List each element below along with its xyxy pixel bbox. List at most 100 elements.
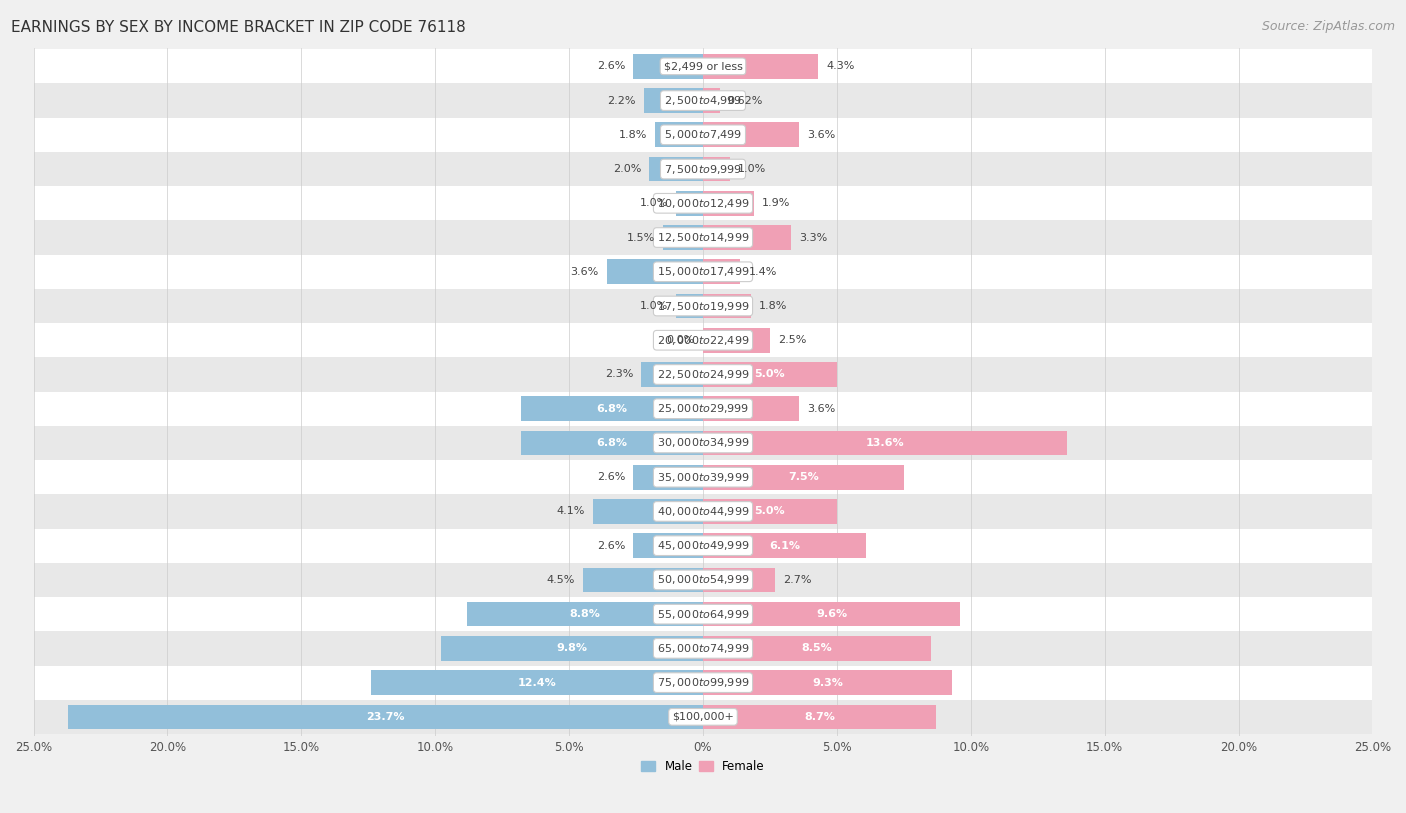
Bar [703, 362, 837, 387]
Text: 3.6%: 3.6% [571, 267, 599, 276]
Bar [703, 89, 720, 113]
Text: $17,500 to $19,999: $17,500 to $19,999 [657, 299, 749, 312]
Bar [69, 705, 703, 729]
Text: $12,500 to $14,999: $12,500 to $14,999 [657, 231, 749, 244]
Bar [703, 54, 818, 79]
Text: 6.8%: 6.8% [596, 404, 627, 414]
Text: 1.0%: 1.0% [640, 198, 668, 208]
Text: 9.3%: 9.3% [813, 677, 844, 688]
Text: 7.5%: 7.5% [787, 472, 818, 482]
Text: 4.3%: 4.3% [827, 61, 855, 72]
Text: 12.4%: 12.4% [517, 677, 557, 688]
Bar [703, 328, 770, 353]
Bar [676, 293, 703, 319]
Text: $55,000 to $64,999: $55,000 to $64,999 [657, 607, 749, 620]
Text: $30,000 to $34,999: $30,000 to $34,999 [657, 437, 749, 450]
Text: 3.6%: 3.6% [807, 130, 835, 140]
Text: 1.9%: 1.9% [762, 198, 790, 208]
Bar [34, 426, 1372, 460]
Text: 5.0%: 5.0% [755, 506, 786, 516]
Bar [520, 397, 703, 421]
Bar [34, 323, 1372, 358]
Bar [520, 431, 703, 455]
Bar [34, 631, 1372, 666]
Bar [703, 533, 866, 558]
Bar [703, 465, 904, 489]
Text: 0.62%: 0.62% [728, 96, 763, 106]
Text: 4.5%: 4.5% [546, 575, 575, 585]
Bar [703, 431, 1067, 455]
Text: $22,500 to $24,999: $22,500 to $24,999 [657, 368, 749, 381]
Text: 5.0%: 5.0% [755, 369, 786, 380]
Bar [34, 50, 1372, 84]
Bar [582, 567, 703, 592]
Bar [593, 499, 703, 524]
Text: Source: ZipAtlas.com: Source: ZipAtlas.com [1261, 20, 1395, 33]
Bar [467, 602, 703, 627]
Bar [34, 700, 1372, 734]
Text: 8.5%: 8.5% [801, 643, 832, 654]
Text: $15,000 to $17,499: $15,000 to $17,499 [657, 265, 749, 278]
Bar [644, 89, 703, 113]
Bar [34, 254, 1372, 289]
Text: 2.2%: 2.2% [607, 96, 636, 106]
Bar [34, 84, 1372, 118]
Bar [34, 118, 1372, 152]
Text: 1.8%: 1.8% [619, 130, 647, 140]
Bar [371, 670, 703, 695]
Bar [633, 465, 703, 489]
Text: $7,500 to $9,999: $7,500 to $9,999 [664, 163, 742, 176]
Bar [34, 152, 1372, 186]
Bar [641, 362, 703, 387]
Bar [34, 186, 1372, 220]
Bar [633, 533, 703, 558]
Bar [703, 157, 730, 181]
Text: $100,000+: $100,000+ [672, 712, 734, 722]
Text: EARNINGS BY SEX BY INCOME BRACKET IN ZIP CODE 76118: EARNINGS BY SEX BY INCOME BRACKET IN ZIP… [11, 20, 465, 35]
Text: 2.5%: 2.5% [778, 335, 807, 346]
Bar [34, 289, 1372, 323]
Bar [34, 494, 1372, 528]
Text: 9.6%: 9.6% [815, 609, 846, 620]
Bar [703, 293, 751, 319]
Text: 23.7%: 23.7% [367, 712, 405, 722]
Text: $35,000 to $39,999: $35,000 to $39,999 [657, 471, 749, 484]
Bar [703, 602, 960, 627]
Legend: Male, Female: Male, Female [637, 755, 769, 778]
Text: 1.0%: 1.0% [738, 164, 766, 174]
Text: $2,499 or less: $2,499 or less [664, 61, 742, 72]
Text: $20,000 to $22,499: $20,000 to $22,499 [657, 334, 749, 347]
Bar [34, 392, 1372, 426]
Text: 6.8%: 6.8% [596, 438, 627, 448]
Text: 2.0%: 2.0% [613, 164, 641, 174]
Bar [34, 597, 1372, 631]
Text: 9.8%: 9.8% [557, 643, 588, 654]
Bar [703, 636, 931, 661]
Text: $25,000 to $29,999: $25,000 to $29,999 [657, 402, 749, 415]
Bar [655, 123, 703, 147]
Text: 4.1%: 4.1% [557, 506, 585, 516]
Text: $45,000 to $49,999: $45,000 to $49,999 [657, 539, 749, 552]
Bar [703, 123, 800, 147]
Text: 8.8%: 8.8% [569, 609, 600, 620]
Text: 8.7%: 8.7% [804, 712, 835, 722]
Text: $10,000 to $12,499: $10,000 to $12,499 [657, 197, 749, 210]
Text: 3.3%: 3.3% [800, 233, 828, 242]
Bar [34, 666, 1372, 700]
Text: $2,500 to $4,999: $2,500 to $4,999 [664, 94, 742, 107]
Text: $75,000 to $99,999: $75,000 to $99,999 [657, 676, 749, 689]
Text: 1.0%: 1.0% [640, 301, 668, 311]
Text: 1.4%: 1.4% [748, 267, 778, 276]
Bar [34, 220, 1372, 254]
Text: $65,000 to $74,999: $65,000 to $74,999 [657, 642, 749, 655]
Bar [34, 528, 1372, 563]
Text: $5,000 to $7,499: $5,000 to $7,499 [664, 128, 742, 141]
Text: 2.3%: 2.3% [605, 369, 633, 380]
Text: $50,000 to $54,999: $50,000 to $54,999 [657, 573, 749, 586]
Text: 0.0%: 0.0% [666, 335, 695, 346]
Bar [34, 358, 1372, 392]
Bar [633, 54, 703, 79]
Bar [703, 191, 754, 215]
Bar [650, 157, 703, 181]
Bar [606, 259, 703, 284]
